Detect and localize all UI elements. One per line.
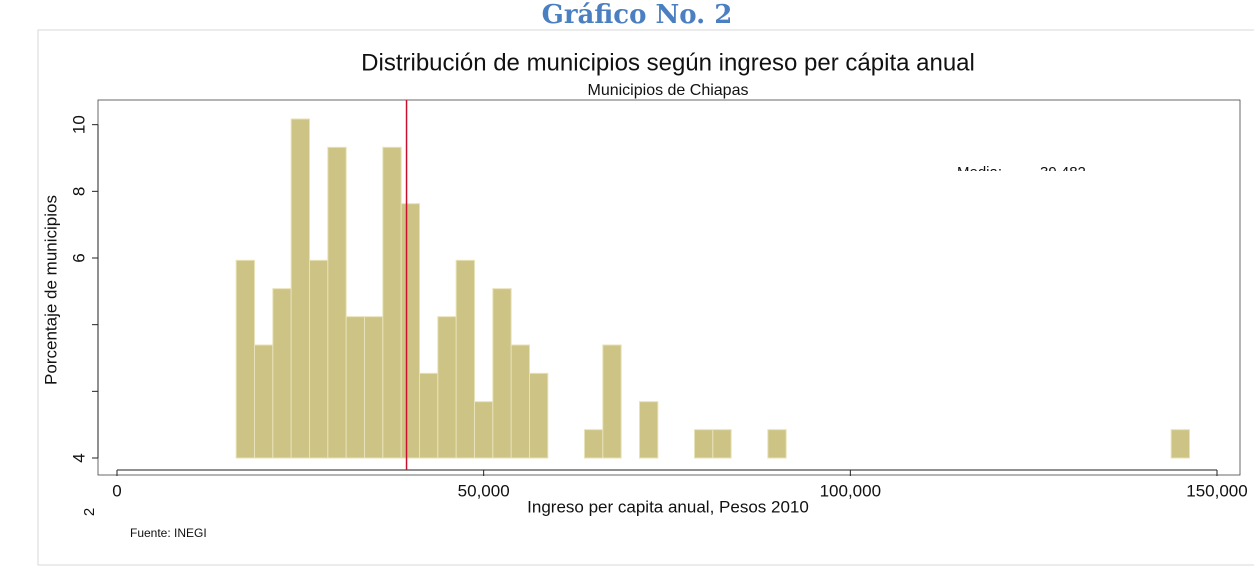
y-tick-label: 8 [69, 187, 88, 196]
bar [712, 429, 732, 459]
bar [345, 316, 365, 459]
mean-annotation: Media: 39,482 [957, 164, 1086, 181]
bar [767, 429, 787, 459]
x-tick-label: 100,000 [820, 481, 881, 500]
bar [419, 372, 439, 459]
bar [529, 372, 549, 459]
heading: Gráfico No. 2 [542, 0, 733, 30]
bar [584, 429, 604, 459]
x-tick-label: 50,000 [458, 481, 510, 500]
bar [510, 344, 530, 459]
bar [437, 316, 457, 459]
bar [309, 259, 329, 459]
mean-label: Media: [957, 164, 1002, 181]
chart-subtitle: Municipios de Chiapas [588, 82, 749, 99]
bar [272, 288, 292, 459]
x-axis-label: Ingreso per capita anual, Pesos 2010 [527, 497, 809, 516]
bar [474, 401, 494, 459]
bar [455, 259, 475, 459]
y-axis-label: Porcentaje de municipios [41, 195, 60, 385]
x-tick-label: 150,000 [1186, 481, 1247, 500]
source-note: Fuente: INEGI [130, 526, 207, 540]
stray-label: 2 [81, 508, 98, 516]
x-tick-label: 0 [112, 481, 121, 500]
bar [1170, 429, 1190, 459]
bar [235, 259, 256, 459]
y-tick-label: 4 [69, 453, 88, 462]
chart-title: Distribución de municipios según ingreso… [361, 49, 975, 76]
outer-frame [37, 29, 1254, 566]
bar [254, 344, 274, 459]
bar [290, 118, 310, 459]
y-tick-label: 6 [69, 253, 88, 262]
bar [694, 429, 714, 459]
bar [492, 288, 512, 459]
bar [382, 146, 402, 459]
bar [327, 146, 347, 459]
y-tick-label: 10 [69, 115, 88, 134]
bar [400, 203, 420, 459]
bar [364, 316, 384, 459]
mean-value: 39,482 [1040, 164, 1086, 181]
bar [602, 344, 622, 459]
bar [639, 401, 659, 459]
